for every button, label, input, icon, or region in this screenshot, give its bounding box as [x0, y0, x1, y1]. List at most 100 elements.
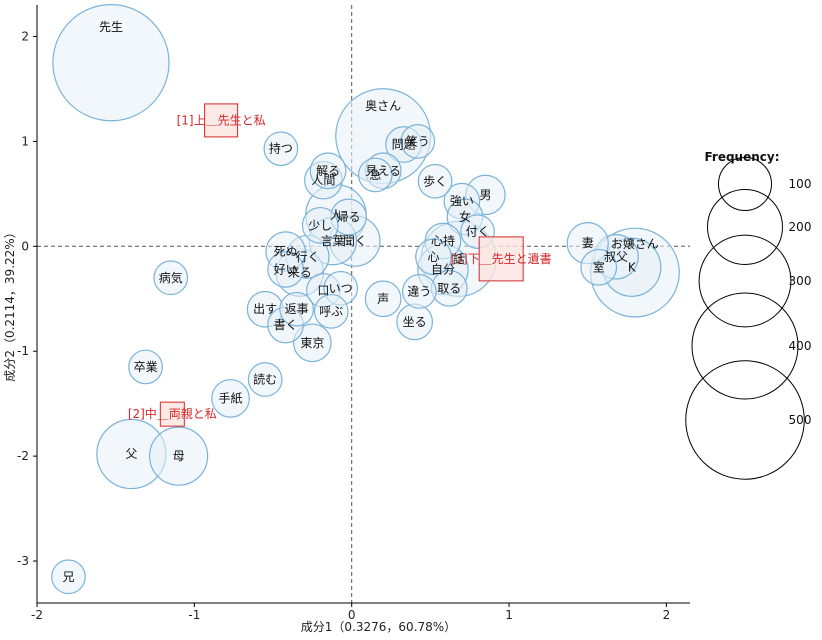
legend-circle	[685, 360, 805, 480]
word-bubble	[153, 260, 189, 296]
word-label: 取る	[437, 281, 461, 295]
word-label: 呼ぶ	[319, 304, 343, 318]
legend-label: 400	[789, 339, 812, 353]
word-label: 口	[317, 283, 329, 297]
word-bubble	[400, 124, 436, 159]
word-label: 話	[453, 251, 465, 266]
y-tick-label: 0	[21, 239, 29, 253]
word-label: 付く	[466, 225, 490, 239]
word-label: 好い	[274, 262, 298, 276]
word-label: 兄	[62, 570, 74, 584]
word-label: 死ぬ	[274, 245, 298, 259]
word-bubble	[293, 323, 332, 363]
y-tick-label: 2	[21, 29, 29, 43]
word-label: 男	[479, 188, 491, 202]
word-label: 少し	[308, 218, 332, 232]
document-markers: [1]上＿先生と私 [2]中＿両親と私 [3]下＿先生と遺書	[128, 103, 552, 427]
document-marker	[204, 103, 239, 138]
document-marker	[478, 236, 524, 282]
word-bubble	[263, 131, 299, 167]
word-label: 持つ	[269, 141, 293, 156]
word-label: 来る	[288, 266, 312, 280]
word-bubble	[417, 163, 453, 199]
word-bubble	[580, 248, 618, 286]
word-bubbles	[51, 4, 680, 595]
x-tick-label: 1	[505, 608, 513, 622]
word-bubble	[364, 280, 402, 318]
word-label: 心	[428, 250, 440, 264]
word-bubble	[415, 238, 452, 276]
word-label: 室	[593, 259, 605, 274]
word-label: 出す	[253, 302, 277, 316]
document-label: [2]中＿両親と私	[128, 406, 217, 421]
word-label: 笑う	[406, 133, 430, 148]
word-label: お嬢さん	[611, 237, 659, 251]
word-label: 違う	[407, 284, 431, 298]
legend-circle	[698, 234, 792, 328]
word-label: 心持	[431, 233, 455, 248]
word-bubble	[128, 349, 163, 385]
y-tick-label: 1	[21, 134, 29, 148]
legend-circle	[707, 189, 783, 265]
word-bubble	[52, 4, 170, 122]
word-label: 卒業	[134, 360, 158, 374]
x-axis-title: 成分1（0.3276，60.78%）	[301, 620, 456, 634]
word-label: 解る	[316, 164, 340, 178]
y-axis-title: 成分2（0.2114，39.22%）	[3, 226, 17, 381]
word-label: 叔父	[604, 250, 628, 264]
word-label: 帰る	[337, 210, 361, 224]
word-bubble	[148, 426, 209, 486]
word-label: 女	[459, 209, 471, 224]
word-label: 人	[330, 208, 342, 222]
word-bubble	[401, 274, 437, 309]
word-label: 母	[173, 449, 185, 463]
word-bubble	[51, 559, 86, 595]
word-bubble	[313, 293, 349, 329]
x-tick-label: 0	[348, 608, 356, 622]
word-label: 行く	[296, 250, 320, 264]
word-bubble	[247, 362, 283, 397]
legend-label: 200	[789, 220, 812, 234]
word-label: 病気	[159, 270, 183, 285]
word-label: 言葉	[321, 234, 345, 248]
word-label: 問題	[392, 138, 416, 152]
word-label: 急	[369, 167, 381, 182]
document-label: [1]上＿先生と私	[177, 113, 266, 127]
word-label: 妻	[582, 236, 594, 250]
axes: -2 -1 0 1 2 -3 -2 -1 0 1 2 成分1（0.3276，60.78%） 成分2（0.…	[3, 5, 690, 634]
legend-circle	[691, 292, 799, 400]
y-tick-label: -3	[17, 554, 29, 568]
y-tick-label: -1	[17, 344, 29, 358]
word-label: 読む	[253, 372, 277, 387]
word-label: 奥さん	[365, 99, 401, 113]
x-tick-label: 2	[663, 608, 671, 622]
document-marker	[159, 401, 185, 427]
word-label: 書く	[274, 318, 298, 332]
word-label: 自分	[431, 262, 455, 276]
word-label: 返事	[285, 302, 309, 316]
word-label: 歩く	[423, 173, 447, 188]
word-bubble	[357, 157, 393, 193]
word-label: 坐る	[403, 315, 427, 329]
word-bubble	[301, 206, 339, 244]
word-bubble	[309, 152, 347, 190]
y-tick-label: -2	[17, 449, 29, 463]
word-bubble	[267, 251, 304, 288]
word-label: 見える	[365, 164, 401, 178]
word-label: 東京	[300, 336, 324, 350]
x-tick-label: -1	[188, 608, 200, 622]
word-label: K	[628, 260, 637, 274]
legend-label: 100	[789, 177, 812, 191]
word-bubble	[211, 379, 250, 418]
legend-circle	[718, 157, 772, 211]
word-label: 手紙	[219, 390, 243, 405]
legend-title: Frequency:	[704, 150, 779, 164]
word-label: 先生	[99, 20, 123, 34]
document-label: [3]下＿先生と遺書	[451, 251, 552, 266]
word-label: いつ	[329, 281, 353, 295]
word-label: 父	[125, 447, 137, 461]
word-label: 人間	[311, 173, 335, 187]
word-label: 声	[377, 292, 389, 306]
